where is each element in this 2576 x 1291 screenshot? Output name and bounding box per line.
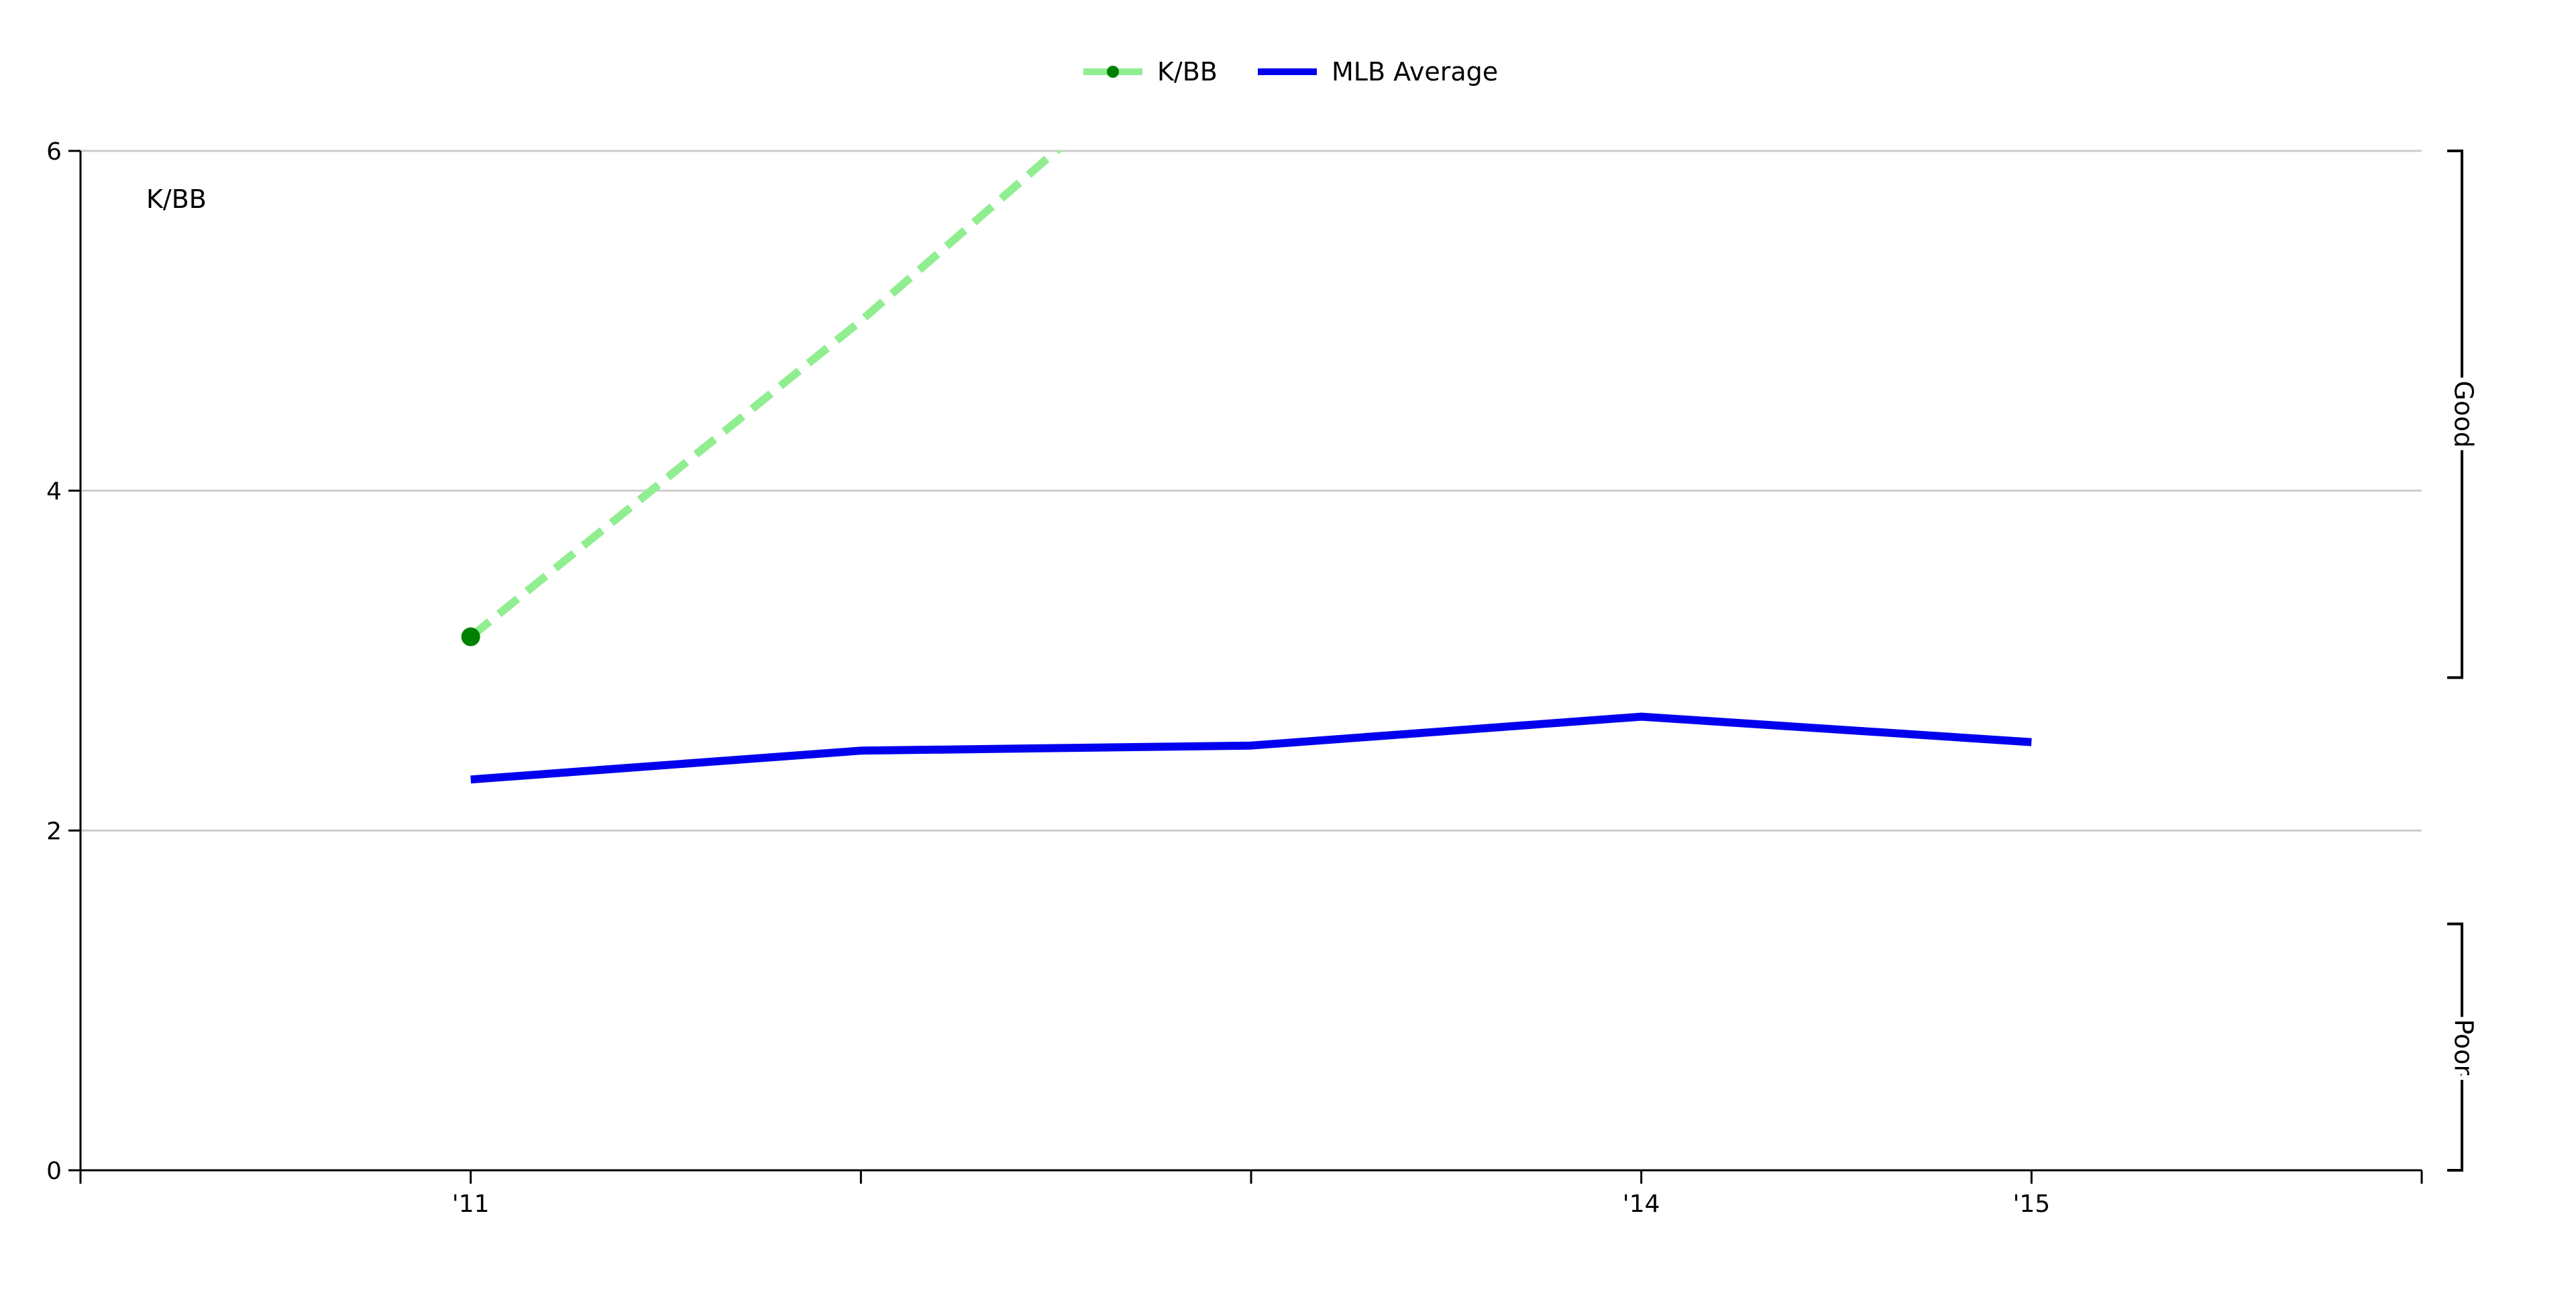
legend-marker-0 (1107, 66, 1119, 78)
quality-bands: Good Poor (2445, 150, 2483, 1172)
series-0 (461, 151, 1063, 647)
band-label-0: Good (2449, 381, 2479, 448)
gridlines (80, 150, 2422, 832)
series (461, 151, 2032, 784)
x-tick-label-2015: '15 (2012, 1190, 2050, 1218)
y-axis-label: K/BB (146, 184, 207, 214)
band-bracket-0 (2447, 150, 2463, 679)
series-1 (470, 712, 2032, 784)
y-tick-label-2: 2 (46, 818, 62, 845)
y-tick-label-0: 0 (46, 1158, 62, 1185)
y-ticks: 0 2 4 6 (46, 138, 80, 1185)
series-line-0 (468, 151, 1063, 640)
band-label-1: Poor (2449, 1019, 2479, 1075)
band-bracket-1 (2447, 922, 2463, 1172)
legend: K/BB MLB Average (1083, 57, 1498, 87)
x-tick-label-2011: '11 (452, 1190, 490, 1218)
x-tick-label-2014: '14 (1623, 1190, 1660, 1218)
series-0-marker-0 (461, 627, 480, 647)
y-tick-label-4: 4 (46, 478, 62, 506)
series-line-1 (470, 712, 2032, 784)
legend-label-0: K/BB (1157, 57, 1218, 87)
y-tick-label-6: 6 (46, 138, 62, 166)
x-ticks: '11 '14 '15 (79, 1170, 2423, 1218)
legend-label-1: MLB Average (1332, 57, 1498, 87)
axes (79, 151, 2422, 1172)
